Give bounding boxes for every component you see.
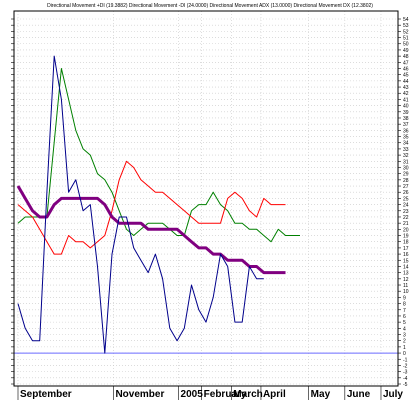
series-lines (16, 55, 300, 354)
y-tick-label: 7 (403, 308, 406, 314)
y-tick-label: 9 (403, 295, 406, 301)
x-tick-label: September (20, 389, 72, 400)
y-tick-label: 45 (403, 73, 409, 79)
y-axis: -5-4-3-2-1012345678910111213141516171819… (11, 17, 409, 388)
y-tick-label: 27 (403, 184, 409, 190)
y-tick-label: 5 (403, 320, 406, 326)
y-tick-label: 38 (403, 116, 409, 122)
y-tick-label: 2 (403, 339, 406, 345)
x-tick-label: November (115, 389, 164, 400)
y-tick-label: 24 (403, 203, 409, 209)
y-tick-label: 4 (403, 326, 406, 332)
y-tick-label: 29 (403, 172, 409, 178)
y-tick-label: 0 (403, 351, 406, 357)
y-tick-label: -4 (403, 376, 408, 382)
y-tick-label: 46 (403, 66, 409, 72)
y-tick-label: 6 (403, 314, 406, 320)
y-tick-label: 11 (403, 283, 408, 289)
y-tick-label: 14 (403, 264, 409, 270)
y-tick-label: 40 (403, 104, 409, 110)
y-tick-label: 21 (403, 221, 409, 227)
y-tick-label: 41 (403, 97, 409, 103)
y-tick-label: 17 (403, 246, 409, 252)
y-tick-label: 33 (403, 147, 409, 153)
series-line-minusdi (17, 160, 286, 255)
grid (14, 11, 398, 386)
x-tick-label: February (204, 389, 247, 400)
y-tick-label: 20 (403, 227, 409, 233)
y-tick-label: 8 (403, 302, 406, 308)
y-tick-label: 36 (403, 128, 409, 134)
y-tick-label: 1 (403, 345, 406, 351)
y-tick-label: 50 (403, 42, 409, 48)
y-tick-label: 49 (403, 48, 409, 54)
y-tick-label: 13 (403, 271, 409, 277)
y-tick-label: 34 (403, 141, 409, 147)
y-tick-label: 10 (403, 289, 409, 295)
y-tick-label: -3 (403, 370, 408, 376)
y-tick-label: -5 (403, 382, 408, 388)
y-tick-label: 30 (403, 165, 409, 171)
y-tick-label: 31 (403, 159, 409, 165)
y-tick-label: 16 (403, 252, 409, 258)
y-tick-label: 3 (403, 333, 406, 339)
x-tick-label: April (263, 389, 286, 400)
y-tick-label: 32 (403, 153, 409, 159)
y-tick-label: 19 (403, 234, 409, 240)
y-tick-label: 18 (403, 240, 409, 246)
series-line-adx (16, 185, 286, 275)
y-tick-label: 43 (403, 85, 409, 91)
y-tick-label: 51 (403, 36, 409, 42)
y-tick-label: 54 (403, 17, 409, 23)
y-tick-label: 53 (403, 23, 409, 29)
y-tick-label: 12 (403, 277, 409, 283)
x-tick-label: 2005 (181, 389, 204, 400)
chart-title: Directional Movement +DI (19.3882) Direc… (47, 3, 373, 9)
x-tick-label: July (383, 389, 403, 400)
y-tick-label: 23 (403, 209, 409, 215)
y-tick-label: 39 (403, 110, 409, 116)
y-tick-label: 22 (403, 215, 409, 221)
series-line-plusdi (17, 68, 300, 243)
y-tick-label: -2 (403, 363, 408, 369)
y-tick-label: 15 (403, 258, 409, 264)
y-tick-label: 25 (403, 196, 409, 202)
y-tick-label: -1 (403, 357, 408, 363)
y-tick-label: 26 (403, 190, 409, 196)
y-tick-label: 42 (403, 91, 409, 97)
x-tick-label: June (347, 389, 371, 400)
x-tick-label: May (311, 389, 331, 400)
y-tick-label: 37 (403, 122, 409, 128)
y-tick-label: 48 (403, 54, 409, 60)
y-tick-label: 47 (403, 60, 409, 66)
x-tick-label: March (233, 389, 262, 400)
y-tick-label: 28 (403, 178, 409, 184)
series-line-dx (17, 55, 264, 354)
y-tick-label: 35 (403, 135, 409, 141)
y-tick-label: 44 (403, 79, 409, 85)
y-tick-label: 52 (403, 29, 409, 35)
